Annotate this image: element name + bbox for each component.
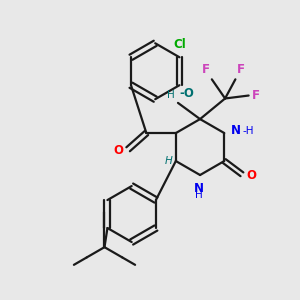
Text: O: O: [246, 169, 256, 182]
Text: H: H: [167, 90, 174, 100]
Text: -O: -O: [179, 87, 194, 100]
Text: -H: -H: [242, 126, 254, 136]
Text: H: H: [164, 156, 172, 166]
Text: O: O: [114, 144, 124, 157]
Text: F: F: [237, 63, 245, 76]
Text: F: F: [252, 89, 260, 102]
Text: N: N: [194, 182, 204, 194]
Text: H: H: [195, 190, 203, 200]
Text: F: F: [202, 63, 210, 76]
Text: Cl: Cl: [173, 38, 186, 51]
Text: N: N: [231, 124, 241, 137]
